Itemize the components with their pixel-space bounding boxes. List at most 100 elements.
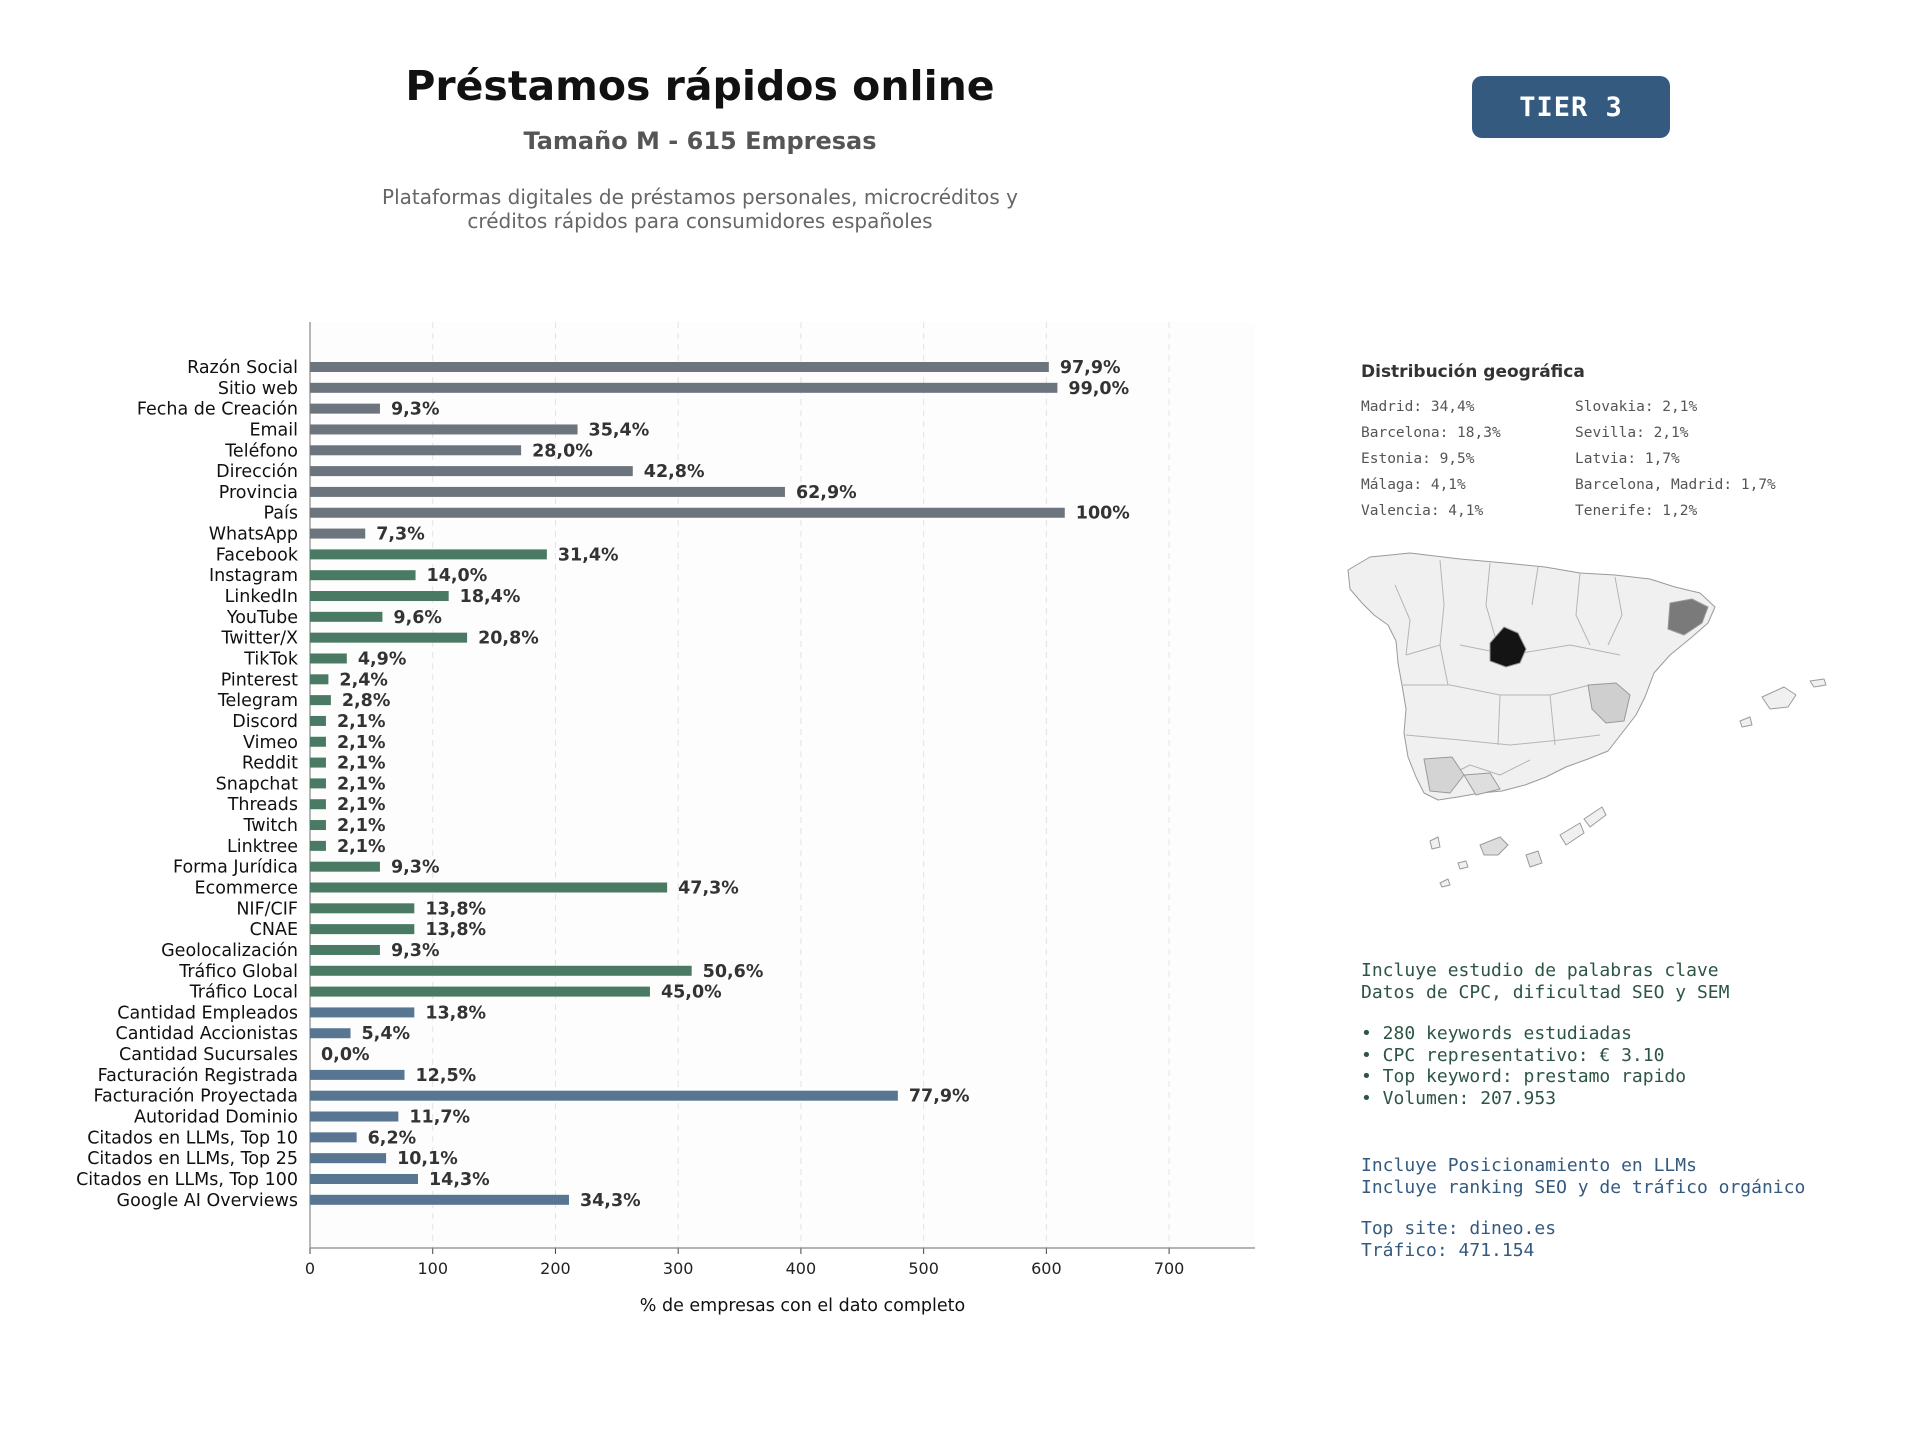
spacer (1361, 1003, 1729, 1023)
category-label: Forma Jurídica (173, 858, 298, 878)
category-label: Geolocalización (161, 941, 298, 961)
bar (310, 924, 415, 935)
category-label: Facebook (216, 545, 299, 565)
data-label: 45,0% (661, 983, 722, 1003)
data-label: 9,3% (391, 941, 440, 961)
data-label: 2,8% (342, 691, 391, 711)
category-label: Dirección (216, 462, 298, 482)
category-label: CNAE (250, 920, 298, 940)
geo-entry: Estonia: 9,5% (1361, 451, 1475, 467)
data-label: 77,9% (909, 1087, 970, 1107)
bar (310, 1111, 399, 1122)
map-gran-canaria (1525, 850, 1543, 868)
bar (310, 1153, 387, 1164)
bar (310, 466, 633, 477)
category-label: Twitch (242, 816, 298, 836)
geo-distribution-list: Madrid: 34,4% Slovakia: 2,1% Barcelona: … (1361, 398, 1801, 521)
category-label: Citados en LLMs, Top 10 (87, 1128, 298, 1148)
bar (310, 965, 692, 976)
category-label: País (264, 504, 298, 524)
data-label: 5,4% (362, 1024, 411, 1044)
category-label: Tráfico Local (189, 983, 298, 1003)
geo-entry: Sevilla: 2,1% (1575, 425, 1689, 441)
category-label: Teléfono (224, 441, 298, 461)
data-label: 35,4% (589, 420, 650, 440)
map-mainland (1347, 552, 1716, 801)
geo-entry: Tenerife: 1,2% (1575, 503, 1698, 519)
bar (310, 424, 578, 435)
data-label: 2,1% (337, 733, 386, 753)
bar (310, 549, 547, 560)
category-label: Cantidad Sucursales (119, 1045, 298, 1065)
data-label: 12,5% (416, 1066, 477, 1086)
data-label: 13,8% (425, 899, 486, 919)
bar (310, 861, 380, 872)
data-label: 2,1% (337, 795, 386, 815)
bar (310, 820, 326, 831)
data-label: 20,8% (478, 629, 539, 649)
bar (310, 591, 449, 602)
data-label: 99,0% (1068, 379, 1129, 399)
bar (310, 403, 380, 414)
map-madrid (1489, 626, 1527, 668)
bar (310, 507, 1065, 518)
page-subtitle: Tamaño M - 615 Empresas (523, 127, 877, 155)
data-label: 0,0% (321, 1045, 370, 1065)
category-label: Instagram (209, 566, 298, 586)
bar (310, 445, 522, 456)
data-label: 97,9% (1060, 358, 1121, 378)
map-menorca (1809, 678, 1827, 688)
geo-entry: Málaga: 4,1% (1361, 477, 1466, 493)
category-label: Twitter/X (220, 629, 298, 649)
data-label: 10,1% (397, 1149, 458, 1169)
map-ibiza (1739, 716, 1753, 728)
data-label: 2,1% (337, 712, 386, 732)
spain-choropleth-map (1347, 552, 1827, 888)
data-label: 50,6% (703, 962, 764, 982)
data-label: 4,9% (358, 649, 407, 669)
data-label: 14,0% (427, 566, 488, 586)
data-label: 2,4% (339, 670, 388, 690)
x-tick-label: 400 (786, 1259, 817, 1278)
geo-entry: Latvia: 1,7% (1575, 451, 1680, 467)
map-malaga (1463, 772, 1501, 796)
category-label: Snapchat (216, 774, 298, 794)
map-valencia (1587, 682, 1631, 724)
bar (310, 570, 416, 581)
llm-line-1: Incluye Posicionamiento en LLMs (1361, 1155, 1697, 1176)
bar (310, 944, 380, 955)
bar (310, 1007, 415, 1018)
category-label: Reddit (242, 754, 298, 774)
geo-entry: Valencia: 4,1% (1361, 503, 1484, 519)
tier-badge: TIER 3 (1472, 76, 1670, 138)
bar (310, 903, 415, 914)
category-label: Cantidad Empleados (117, 1003, 298, 1023)
data-label: 62,9% (796, 483, 857, 503)
x-tick-label: 100 (417, 1259, 448, 1278)
category-label: NIF/CIF (236, 899, 298, 919)
keywords-line-1: Incluye estudio de palabras clave (1361, 960, 1719, 981)
category-label: Autoridad Dominio (134, 1108, 298, 1128)
bar (310, 799, 326, 810)
spacer (1361, 1198, 1805, 1218)
category-label: Citados en LLMs, Top 25 (87, 1149, 298, 1169)
map-la-palma (1429, 836, 1441, 850)
description-line-2: créditos rápidos para consumidores españ… (467, 209, 933, 233)
data-label: 18,4% (460, 587, 521, 607)
x-tick-label: 700 (1154, 1259, 1185, 1278)
x-axis-label: % de empresas con el dato completo (640, 1296, 965, 1316)
geo-entry: Slovakia: 2,1% (1575, 399, 1698, 415)
data-label: 31,4% (558, 545, 619, 565)
llm-top-site: Top site: dineo.es (1361, 1218, 1557, 1239)
category-label: TikTok (243, 649, 299, 669)
bar (310, 757, 326, 768)
bar (310, 1132, 357, 1143)
bar (310, 362, 1049, 372)
bar (310, 882, 668, 893)
bar (310, 674, 329, 685)
bar (310, 695, 331, 706)
keywords-bullet-3: • Top keyword: prestamo rapido (1361, 1066, 1687, 1087)
keywords-info: Incluye estudio de palabras clave Datos … (1361, 960, 1729, 1109)
category-label: Pinterest (221, 670, 298, 690)
bar (310, 611, 383, 622)
